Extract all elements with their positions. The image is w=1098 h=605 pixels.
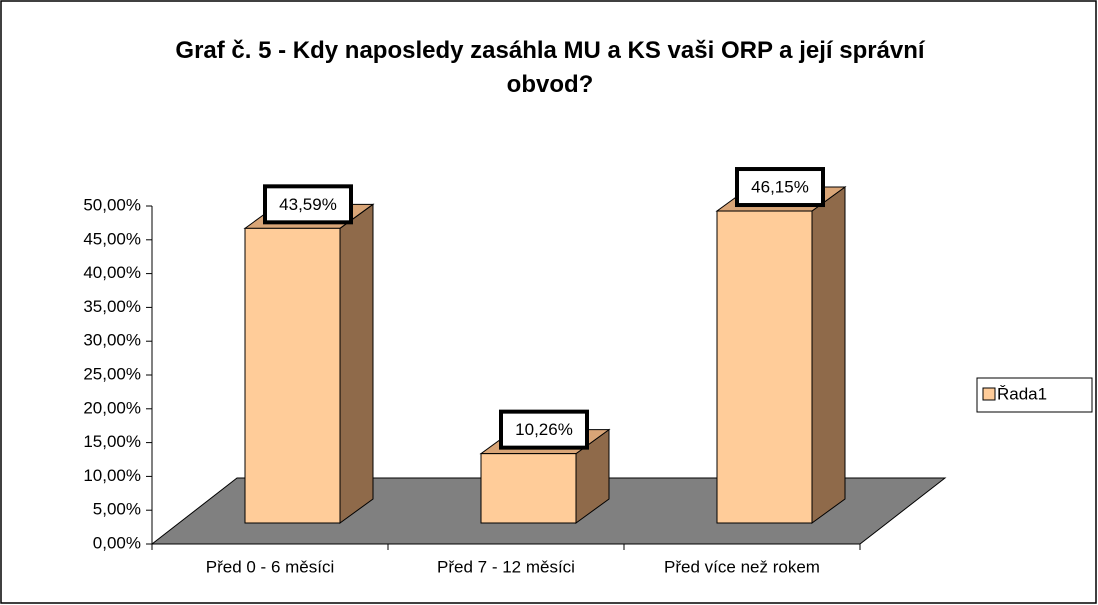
y-tick-label: 0,00% bbox=[93, 533, 141, 552]
y-tick-label: 40,00% bbox=[83, 263, 141, 282]
y-tick-label: 5,00% bbox=[93, 500, 141, 519]
value-label: 10,26% bbox=[515, 420, 573, 439]
y-tick-label: 50,00% bbox=[83, 195, 141, 214]
legend-box bbox=[976, 377, 1093, 413]
value-label-box bbox=[263, 184, 353, 225]
value-label: 43,59% bbox=[279, 195, 337, 214]
chart-title: Graf č. 5 - Kdy naposledy zasáhla MU a K… bbox=[175, 37, 925, 98]
y-tick-label: 35,00% bbox=[83, 297, 141, 316]
x-tick-label: Před 7 - 12 měsíci bbox=[437, 557, 575, 576]
bar bbox=[244, 227, 341, 524]
y-tick-label: 25,00% bbox=[83, 364, 141, 383]
y-tick-label: 15,00% bbox=[83, 432, 141, 451]
bar bbox=[716, 210, 813, 524]
bar-side bbox=[811, 186, 846, 524]
value-label: 46,15% bbox=[751, 178, 809, 197]
bar bbox=[480, 453, 577, 524]
value-label-box bbox=[499, 409, 589, 450]
y-tick-label: 30,00% bbox=[83, 331, 141, 350]
bar-side bbox=[339, 203, 374, 524]
x-tick-label: Před více než rokem bbox=[664, 557, 820, 576]
y-tick-label: 45,00% bbox=[83, 229, 141, 248]
legend-swatch bbox=[982, 387, 996, 401]
y-tick-label: 10,00% bbox=[83, 466, 141, 485]
x-tick-label: Před 0 - 6 měsíci bbox=[206, 557, 335, 576]
legend-label: Řada1 bbox=[997, 384, 1047, 403]
y-tick-label: 20,00% bbox=[83, 398, 141, 417]
value-label-box bbox=[735, 167, 825, 208]
